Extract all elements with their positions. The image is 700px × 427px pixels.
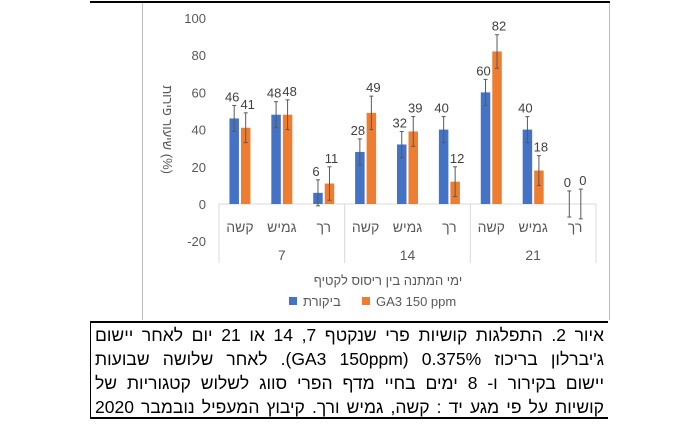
- data-label: 40: [434, 101, 448, 116]
- category-label: גמיש: [518, 219, 547, 235]
- group-label: 7: [278, 247, 286, 263]
- y-tick-label: 80: [192, 48, 206, 63]
- caption-line: ג'יברלון בריכוז 0.375% (GA3 150ppm). לאח…: [95, 349, 604, 369]
- data-label: 82: [492, 19, 506, 34]
- y-tick-label: 0: [199, 197, 206, 212]
- bar: [282, 114, 293, 204]
- bar: [240, 127, 251, 204]
- data-label: 40: [518, 101, 532, 116]
- bar: [408, 131, 418, 204]
- x-axis-label: ימי המתנה בין ריסוס לקטיף: [314, 273, 462, 288]
- data-label: 12: [450, 151, 464, 166]
- bar: [480, 92, 491, 204]
- bar: [271, 114, 281, 204]
- legend-label-ga3: GA3 150 ppm: [376, 294, 456, 309]
- category-label: קשה: [352, 219, 379, 235]
- data-label: 46: [225, 89, 239, 104]
- data-label: 18: [534, 140, 548, 155]
- bar: [229, 118, 239, 204]
- bar: [355, 151, 365, 204]
- category-label: גמיש: [267, 219, 296, 235]
- y-tick-label: -20: [187, 234, 206, 249]
- data-label: 28: [351, 123, 365, 138]
- data-label: 11: [325, 151, 339, 166]
- legend-swatch-control: [289, 297, 297, 305]
- y-tick-label: 40: [192, 123, 206, 138]
- bar: [492, 51, 502, 205]
- y-tick-label: 100: [184, 11, 206, 26]
- category-label: קשה: [478, 219, 505, 235]
- caption-line: איור 2. התפלגות קושיות פרי שנקטף 7, 14 א…: [95, 325, 604, 345]
- legend-swatch-ga3: [362, 297, 370, 305]
- caption-line: יישום בקירור ו- 8 ימים בחיי מדף הפרי סוו…: [95, 373, 605, 393]
- data-label: 32: [393, 115, 407, 130]
- caption-line: קושיות על פי מגע יד : קשה, גמיש ורך. קיב…: [95, 397, 604, 417]
- group-label: 14: [400, 247, 416, 263]
- frame-top-line: [90, 1, 610, 3]
- bar: [397, 144, 407, 204]
- bar: [534, 170, 544, 204]
- data-label: 39: [408, 101, 422, 116]
- data-label: 0: [564, 175, 571, 190]
- figure-caption: איור 2. התפלגות קושיות פרי שנקטף 7, 14 א…: [90, 321, 608, 419]
- group-label: 21: [525, 247, 541, 263]
- category-label: קשה: [226, 219, 253, 235]
- data-label: 49: [366, 80, 380, 95]
- chart-border: [142, 3, 610, 320]
- y-tick-label: 20: [192, 160, 206, 175]
- category-label: רך: [568, 219, 583, 235]
- data-label: 0: [579, 173, 586, 188]
- bar: [522, 129, 533, 204]
- bar: [438, 129, 449, 204]
- category-label: גמיש: [393, 219, 422, 235]
- data-label: 41: [240, 97, 254, 112]
- legend-label-control: ביקורת: [303, 294, 341, 309]
- data-label: 6: [312, 164, 319, 179]
- category-label: רך: [316, 219, 331, 235]
- y-tick-label: 60: [192, 85, 206, 100]
- data-label: 60: [476, 63, 490, 78]
- bar: [366, 112, 377, 204]
- y-axis-label: שיעור פירות (%): [160, 85, 175, 174]
- data-label: 48: [282, 84, 296, 99]
- data-label: 48: [267, 86, 281, 101]
- category-label: רך: [442, 219, 457, 235]
